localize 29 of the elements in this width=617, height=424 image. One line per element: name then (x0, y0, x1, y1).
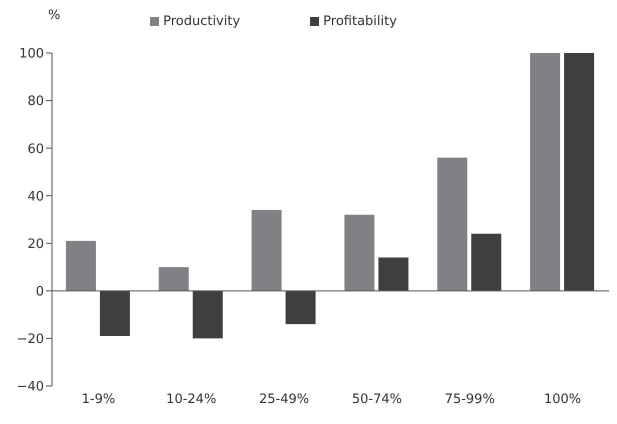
x-tick-label: 10-24% (166, 392, 216, 408)
bar (252, 210, 282, 291)
bar (66, 240, 96, 291)
bar (530, 53, 560, 291)
bar (192, 290, 223, 338)
legend-label: Productivity (163, 14, 240, 29)
x-tick-label: 50-74% (352, 392, 402, 408)
x-tick-label: 25-49% (259, 392, 310, 408)
y-tick-label: 20 (27, 236, 44, 252)
bar (286, 290, 316, 324)
y-tick-label: 60 (27, 142, 44, 157)
y-axis-title: % (48, 8, 60, 23)
bar (158, 267, 189, 291)
bar (437, 158, 468, 291)
bar (471, 234, 502, 291)
bar (564, 53, 594, 291)
y-tick-label: 100 (19, 46, 44, 62)
x-tick-label: 75-99% (444, 392, 495, 408)
y-tick-label: −20 (16, 332, 44, 348)
bar (344, 214, 374, 291)
bar (378, 258, 408, 291)
x-tick-label: 100% (544, 392, 582, 408)
y-tick-label: −40 (16, 380, 44, 395)
bar (100, 290, 130, 336)
y-tick-label: 80 (27, 94, 44, 110)
y-tick-label: 40 (27, 189, 44, 204)
y-tick-label: 0 (36, 284, 44, 300)
legend-label: Profitability (323, 14, 397, 29)
x-tick-label: 1-9% (82, 392, 116, 408)
